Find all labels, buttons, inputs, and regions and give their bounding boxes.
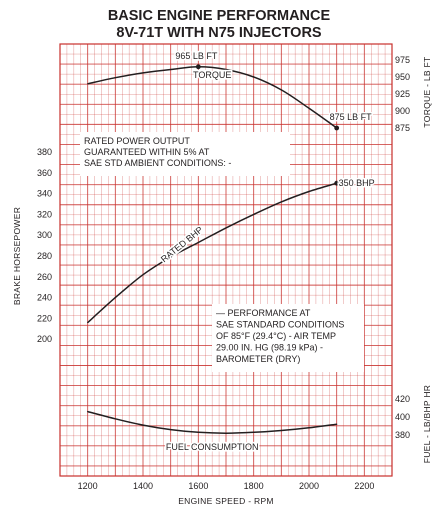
power-tick-label: 380: [37, 147, 52, 157]
sae-conditions-note-line: BAROMETER (DRY): [216, 354, 300, 364]
data-point: [114, 297, 116, 299]
power-tick-label: 220: [37, 313, 52, 323]
torque-curve: [87, 66, 338, 129]
data-point: [142, 72, 144, 74]
data-point: [308, 107, 310, 109]
data-point: [114, 418, 116, 420]
fuel-axis-title: FUEL - LB/BHP HR: [422, 385, 432, 464]
power-tick-label: 200: [37, 334, 52, 344]
fuel-tick-label: 420: [395, 394, 410, 404]
x-tick-label: 1800: [244, 481, 264, 491]
data-point: [308, 190, 310, 193]
torque-tick-label: 950: [395, 72, 410, 82]
torque-axis-title: TORQUE - LB FT: [422, 56, 432, 127]
x-tick-label: 1600: [188, 481, 208, 491]
data-point: [253, 213, 255, 215]
power-tick-label: 280: [37, 251, 52, 261]
sae-conditions-note-line: OF 85°F (29.4°C) - AIR TEMP: [216, 331, 336, 341]
sae-conditions-note-line: SAE STANDARD CONDITIONS: [216, 320, 344, 330]
data-point: [336, 423, 338, 425]
bhp-end-label: 350 BHP: [339, 178, 375, 188]
fuel-tick-label: 400: [395, 412, 410, 422]
chart-title: BASIC ENGINE PERFORMANCE: [108, 8, 331, 24]
bhp-end-marker: [334, 180, 340, 186]
chart-subtitle: 8V-71T WITH N75 INJECTORS: [116, 25, 322, 41]
data-point: [142, 424, 144, 426]
power-tick-label: 300: [37, 230, 52, 240]
torque-peak-label: 965 LB FT: [175, 51, 218, 61]
rated-bhp-curve-label: RATED BHP: [159, 225, 205, 265]
series-lines: 965 LB FT 875 LB FT TORQUE 350 BHP RATED BHP…: [87, 49, 376, 454]
rated-power-note-line: GUARANTEED WITHIN 5% AT: [84, 147, 210, 157]
torque-end-label: 875 LB FT: [330, 112, 373, 122]
sae-conditions-note-line: — PERFORMANCE AT: [216, 308, 311, 318]
data-point: [170, 68, 172, 71]
data-point: [308, 427, 310, 429]
x-tick-label: 1400: [133, 481, 153, 491]
data-point: [197, 431, 199, 433]
data-point: [225, 432, 227, 434]
fuel-consumption-curve: [87, 410, 337, 434]
power-tick-label: 320: [37, 209, 52, 219]
tick-labels: 1200 1400 1600 1800 2000 2200 380 360 340 320 300 2…: [37, 55, 410, 491]
fuel-tick-label: 380: [395, 430, 410, 440]
data-point: [114, 77, 116, 79]
rated-power-note-line: RATED POWER OUTPUT: [84, 136, 190, 146]
data-point: [225, 68, 227, 71]
data-point: [170, 429, 172, 431]
torque-tick-label: 875: [395, 123, 410, 133]
data-point: [280, 89, 282, 91]
data-point: [280, 201, 282, 203]
x-tick-label: 2200: [354, 481, 374, 491]
torque-tick-label: 975: [395, 55, 410, 65]
power-axis-title: BRAKE HORSEPOWER: [12, 207, 22, 305]
rated-power-note-line: SAE STD AMBIENT CONDITIONS: -: [84, 158, 231, 168]
data-point: [197, 241, 199, 244]
torque-curve-label: TORQUE: [193, 70, 231, 80]
data-point: [253, 76, 255, 78]
torque-tick-label: 925: [395, 89, 410, 99]
data-point: [87, 321, 89, 324]
data-point: [253, 431, 255, 433]
data-point: [225, 227, 227, 229]
plot-frame: [59, 43, 393, 477]
axis-titles: ENGINE SPEED - RPM BRAKE HORSEPOWER TORQUE…: [12, 56, 432, 506]
x-tick-label: 2000: [299, 481, 319, 491]
power-tick-label: 340: [37, 189, 52, 199]
torque-tick-label: 900: [395, 106, 410, 116]
fuel-curve-label: FUEL CONSUMPTION: [166, 442, 259, 452]
grid: [59, 43, 393, 477]
power-tick-label: 240: [37, 293, 52, 303]
torque-end-marker: [334, 125, 340, 131]
power-tick-label: 360: [37, 168, 52, 178]
rated-bhp-curve: [87, 182, 337, 324]
rated-power-note-box: [80, 132, 290, 176]
sae-conditions-note-box: [212, 304, 364, 372]
data-point: [142, 274, 144, 276]
torque-peak-marker: [195, 64, 201, 70]
x-axis-title: ENGINE SPEED - RPM: [178, 496, 274, 506]
data-point: [280, 429, 282, 432]
data-point: [87, 411, 89, 413]
data-point: [87, 83, 89, 85]
sae-conditions-note-line: 29.00 IN. HG (98.19 kPa) -: [216, 343, 323, 353]
data-point: [170, 256, 172, 258]
power-tick-label: 260: [37, 272, 52, 282]
x-tick-label: 1200: [78, 481, 98, 491]
